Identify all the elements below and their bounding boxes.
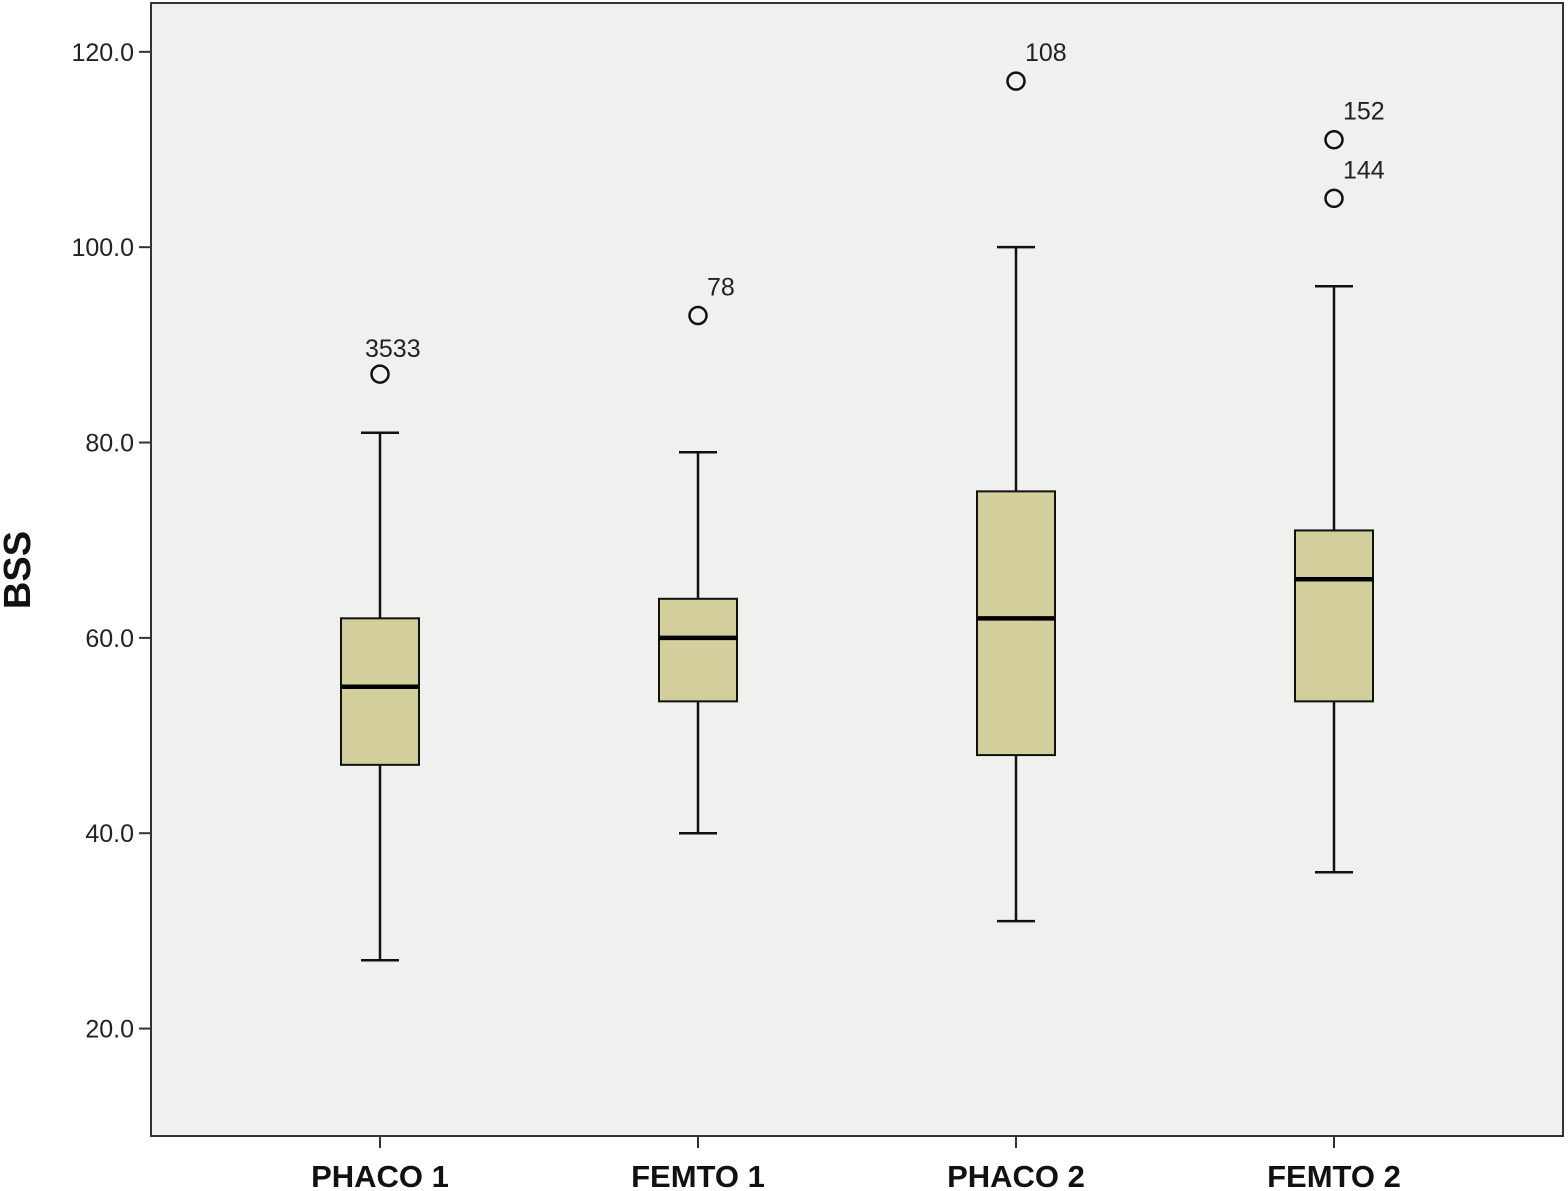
y-tick-label: 40.0 <box>85 820 134 848</box>
box-3: 108 <box>976 39 1067 923</box>
iqr-box <box>658 597 738 703</box>
y-tick-label: 60.0 <box>85 625 134 653</box>
iqr-box <box>976 490 1056 757</box>
y-tick-label: 20.0 <box>85 1016 134 1044</box>
iqr-box <box>340 617 420 766</box>
box-series: 3533 78 108 152 144 <box>340 39 1385 962</box>
outlier-point <box>1324 129 1344 150</box>
x-tick-label: PHACO 2 <box>947 1159 1085 1191</box>
y-tick-label: 100.0 <box>71 234 134 262</box>
y-tick-label: 120.0 <box>71 39 134 67</box>
y-tick-label: 80.0 <box>85 430 134 458</box>
outlier-point <box>1006 71 1026 91</box>
outlier-label: 78 <box>707 274 735 302</box>
x-tick-label: FEMTO 2 <box>1267 1159 1401 1191</box>
y-axis: 20.0 40.0 60.0 80.0 100.0 120.0 <box>71 39 151 1044</box>
box-4: 152 144 <box>1294 98 1385 874</box>
outlier-point <box>370 364 390 384</box>
iqr-box <box>1294 529 1374 703</box>
outlier-label: 144 <box>1343 156 1385 184</box>
box-2: 78 <box>658 274 738 835</box>
outlier-label: 152 <box>1343 98 1385 126</box>
outlier-label: 3533 <box>365 335 421 363</box>
outlier-point <box>688 305 708 326</box>
y-axis-title: BSS <box>0 531 39 609</box>
x-axis: PHACO 1 FEMTO 1 PHACO 2 FEMTO 2 <box>311 1136 1401 1191</box>
box-1: 3533 <box>340 335 421 962</box>
outlier-label: 108 <box>1025 39 1067 67</box>
x-tick-label: PHACO 1 <box>311 1159 449 1191</box>
outlier-point <box>1324 188 1344 209</box>
x-tick-label: FEMTO 1 <box>631 1159 765 1191</box>
